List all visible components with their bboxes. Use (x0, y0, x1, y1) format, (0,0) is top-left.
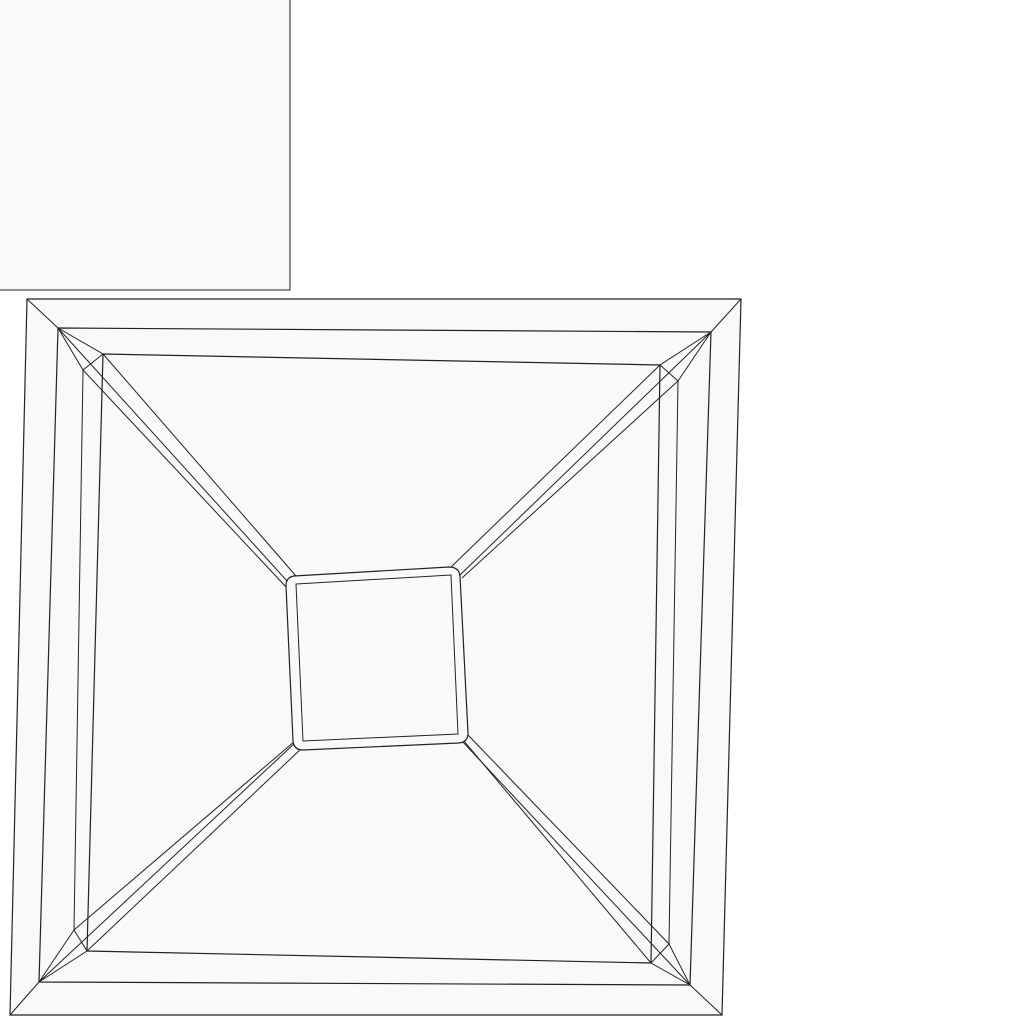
diagonal-struts (38, 327, 712, 986)
center-block-inner (295, 574, 459, 742)
preview-tile[interactable] (0, 0, 291, 291)
inner-ledge-lines (73, 369, 679, 945)
outer-corner-bevels (9, 298, 742, 1016)
